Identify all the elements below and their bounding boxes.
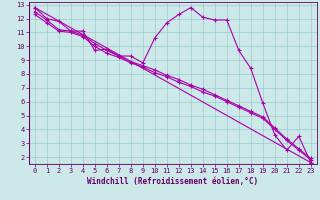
X-axis label: Windchill (Refroidissement éolien,°C): Windchill (Refroidissement éolien,°C) [87,177,258,186]
